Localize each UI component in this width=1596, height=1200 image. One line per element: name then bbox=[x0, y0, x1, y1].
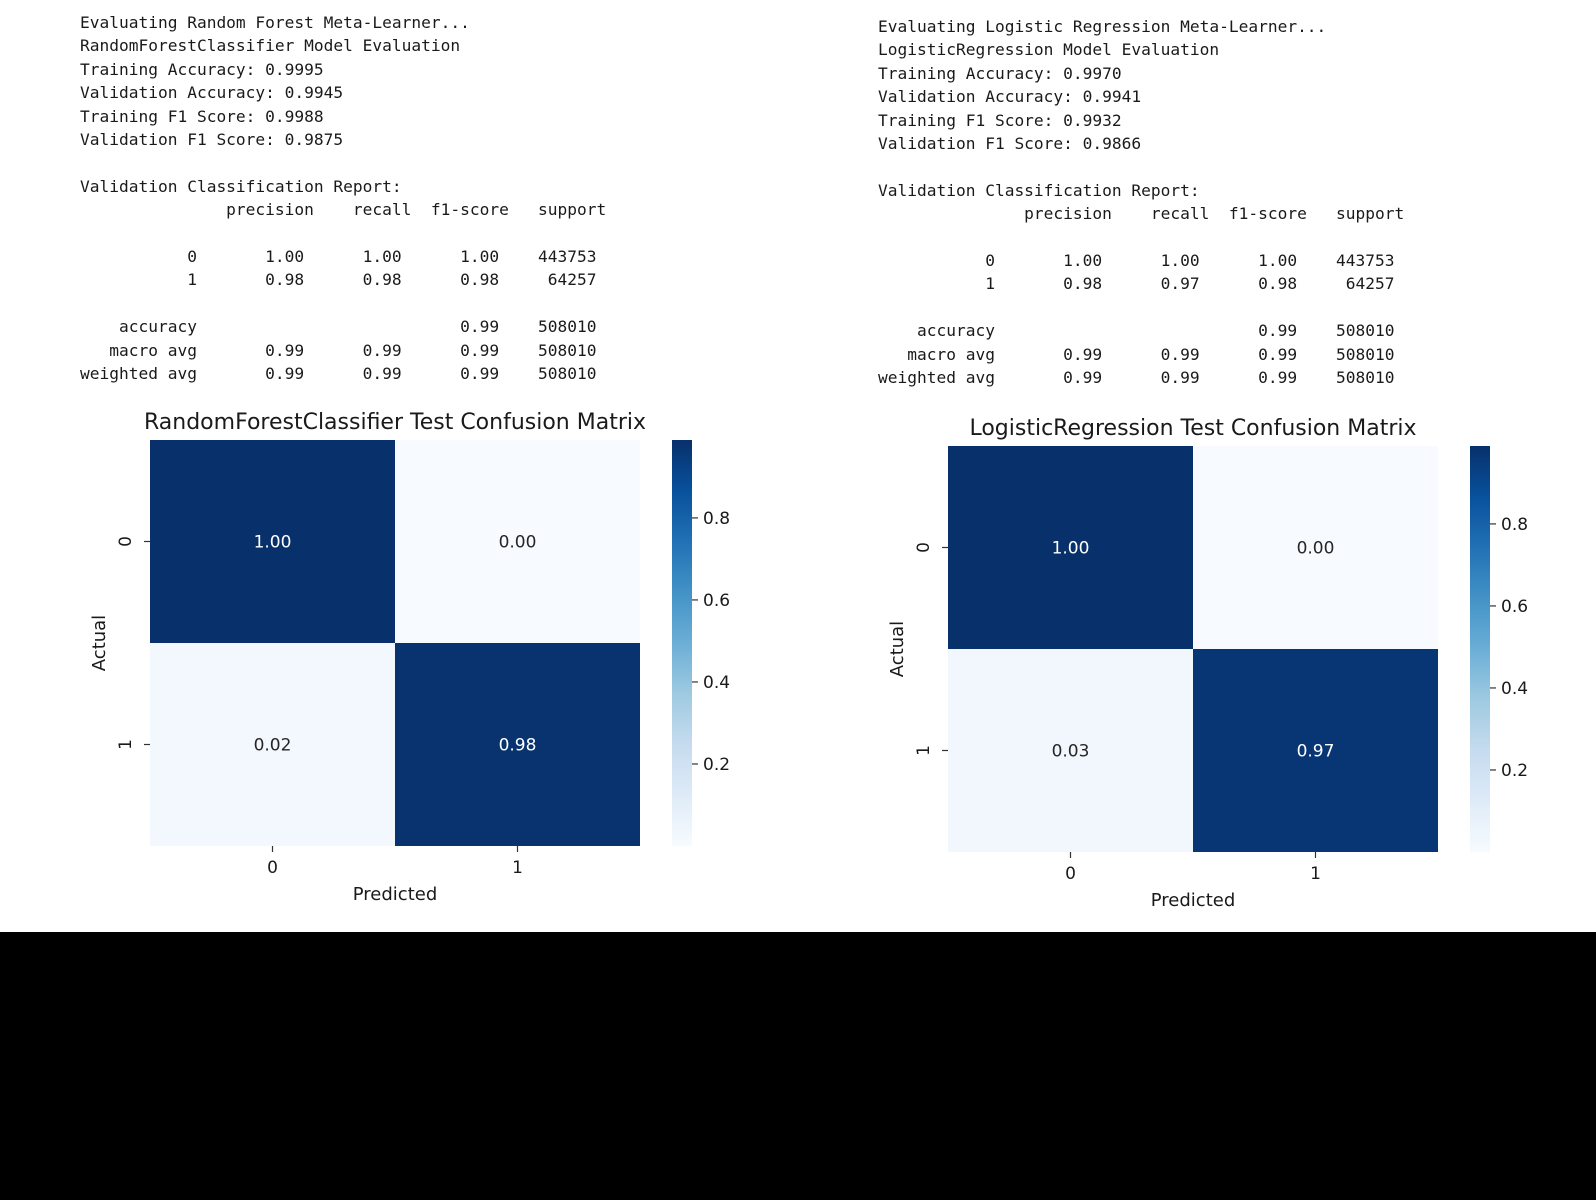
log-line: Evaluating Random Forest Meta-Learner... bbox=[80, 13, 470, 32]
y-tick-label: 1 bbox=[914, 745, 934, 756]
panel-logistic-regression: Evaluating Logistic Regression Meta-Lear… bbox=[798, 0, 1596, 932]
x-tick-label: 0 bbox=[267, 858, 278, 878]
cell-label: 0.97 bbox=[1297, 742, 1335, 762]
log-line: precision recall f1-score support bbox=[878, 204, 1405, 224]
panel-random-forest: Evaluating Random Forest Meta-Learner...… bbox=[0, 0, 798, 932]
heatmap-cell bbox=[395, 440, 640, 643]
heatmap-cell bbox=[1193, 446, 1438, 649]
colorbar bbox=[672, 440, 692, 846]
colorbar-tick-label: 0.4 bbox=[1501, 679, 1528, 699]
log-line: macro avg 0.99 0.99 0.99 508010 bbox=[878, 344, 1395, 364]
log-line: macro avg 0.99 0.99 0.99 508010 bbox=[80, 340, 597, 360]
cell-label: 0.00 bbox=[1297, 539, 1335, 559]
evaluation-log: Evaluating Random Forest Meta-Learner...… bbox=[80, 11, 606, 386]
log-line: 0 1.00 1.00 1.00 443753 bbox=[878, 251, 1395, 271]
log-line: weighted avg 0.99 0.99 0.99 508010 bbox=[80, 364, 597, 384]
y-axis-label: Actual bbox=[89, 615, 110, 671]
colorbar-tick-label: 0.6 bbox=[1501, 597, 1528, 617]
heatmap-cell bbox=[395, 643, 640, 846]
colorbar-tick-label: 0.6 bbox=[703, 591, 730, 611]
log-line: LogisticRegression Model Evaluation bbox=[878, 40, 1220, 60]
cell-label: 0.02 bbox=[254, 736, 292, 756]
log-line: Validation Classification Report: bbox=[878, 180, 1200, 200]
log-line: accuracy 0.99 508010 bbox=[878, 321, 1395, 341]
y-tick-label: 0 bbox=[914, 542, 934, 553]
log-line: weighted avg 0.99 0.99 0.99 508010 bbox=[878, 368, 1395, 388]
confusion-matrix-chart: RandomForestClassifier Test Confusion Ma… bbox=[89, 410, 730, 905]
chart-title: LogisticRegression Test Confusion Matrix bbox=[969, 416, 1416, 441]
y-axis-label: Actual bbox=[887, 621, 908, 677]
heatmap-cell bbox=[948, 649, 1193, 852]
log-line: 0 1.00 1.00 1.00 443753 bbox=[80, 247, 597, 267]
log-line: 1 0.98 0.97 0.98 64257 bbox=[878, 274, 1395, 294]
colorbar-tick-label: 0.4 bbox=[703, 673, 730, 693]
cell-label: 0.03 bbox=[1052, 742, 1090, 762]
colorbar-tick-label: 0.8 bbox=[703, 509, 730, 529]
log-line: precision recall f1-score support bbox=[80, 200, 607, 220]
log-line: Validation Accuracy: 0.9945 bbox=[80, 83, 344, 103]
colorbar-tick-label: 0.2 bbox=[1501, 761, 1528, 781]
heatmap-cell bbox=[1193, 649, 1438, 852]
colorbar-tick-label: 0.2 bbox=[703, 755, 730, 775]
log-line: Validation F1 Score: 0.9875 bbox=[80, 130, 344, 150]
x-axis-label: Predicted bbox=[1151, 890, 1236, 911]
log-line: Validation Accuracy: 0.9941 bbox=[878, 87, 1142, 107]
log-line: accuracy 0.99 508010 bbox=[80, 317, 597, 337]
x-tick-label: 1 bbox=[1310, 864, 1321, 884]
x-axis-label: Predicted bbox=[353, 884, 438, 905]
colorbar-tick-label: 0.8 bbox=[1501, 515, 1528, 535]
log-line: Training Accuracy: 0.9970 bbox=[878, 63, 1122, 83]
cell-label: 0.00 bbox=[499, 533, 537, 553]
heatmap-cell bbox=[948, 446, 1193, 649]
log-line: Evaluating Logistic Regression Meta-Lear… bbox=[878, 17, 1327, 36]
log-line: Validation Classification Report: bbox=[80, 176, 402, 196]
log-line: Training F1 Score: 0.9988 bbox=[80, 106, 324, 126]
y-tick-label: 1 bbox=[116, 739, 136, 750]
log-line: 1 0.98 0.98 0.98 64257 bbox=[80, 270, 597, 290]
x-tick-label: 0 bbox=[1065, 864, 1076, 884]
log-line: Training Accuracy: 0.9995 bbox=[80, 59, 324, 79]
evaluation-log: Evaluating Logistic Regression Meta-Lear… bbox=[878, 15, 1404, 390]
cell-label: 0.98 bbox=[499, 736, 537, 756]
heatmap-cell bbox=[150, 440, 395, 643]
log-line: RandomForestClassifier Model Evaluation bbox=[80, 36, 461, 56]
output-area: Evaluating Random Forest Meta-Learner...… bbox=[0, 0, 1596, 932]
cell-label: 1.00 bbox=[254, 533, 292, 553]
colorbar bbox=[1470, 446, 1490, 852]
chart-title: RandomForestClassifier Test Confusion Ma… bbox=[144, 410, 646, 435]
heatmap-cell bbox=[150, 643, 395, 846]
confusion-matrix-chart: LogisticRegression Test Confusion Matrix… bbox=[887, 416, 1528, 911]
cell-label: 1.00 bbox=[1052, 539, 1090, 559]
x-tick-label: 1 bbox=[512, 858, 523, 878]
log-line: Validation F1 Score: 0.9866 bbox=[878, 134, 1142, 154]
y-tick-label: 0 bbox=[116, 536, 136, 547]
log-line: Training F1 Score: 0.9932 bbox=[878, 110, 1122, 130]
